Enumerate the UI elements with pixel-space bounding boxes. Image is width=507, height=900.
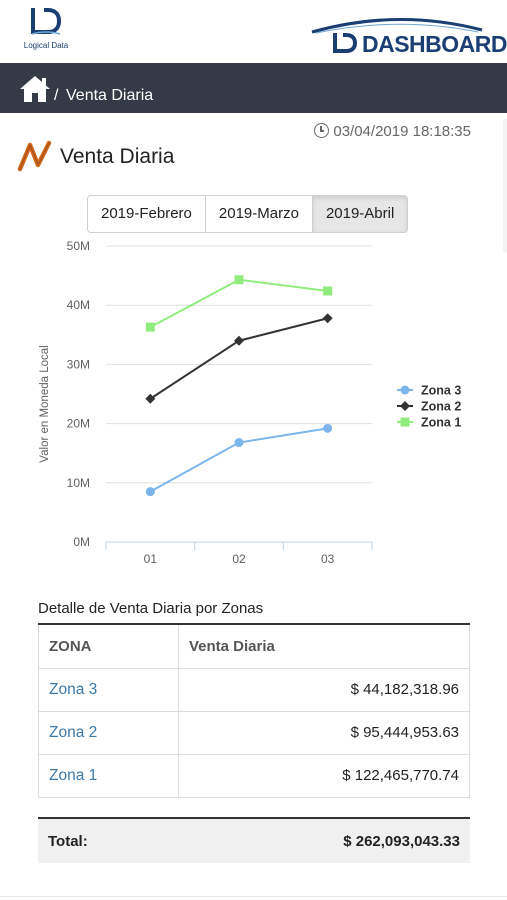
data-point [145,487,155,497]
month-tab[interactable]: 2019-Abril [312,196,408,232]
home-icon[interactable] [18,74,52,104]
data-point [145,393,156,404]
top-header: Logical Data DASHBOARD [0,0,507,63]
logo-arc-icon [311,18,483,34]
ld-small-logo-icon [333,33,358,53]
ld-logo-icon [31,8,62,35]
month-selector: 2019-Febrero 2019-Marzo 2019-Abril [87,195,409,233]
zone-sales-value: $ 122,465,770.74 [178,753,470,798]
y-tick-label: 20M [67,417,90,431]
page-title: Venta Diaria [60,145,175,168]
data-point [323,286,333,296]
data-point [234,438,244,448]
y-tick-label: 0M [73,535,90,549]
legend-item[interactable]: Zona 2 [421,400,461,414]
data-point [323,423,333,433]
column-header-venta[interactable]: Venta Diaria [178,623,470,669]
data-point [322,313,333,324]
timestamp-value: 03/04/2019 18:18:35 [333,123,471,140]
dashboard-wordmark: DASHBOARD [362,31,507,57]
legend-marker [400,385,410,395]
divider [0,896,507,897]
logo-company-name: Logical Data [23,41,69,50]
zone-sales-table: ZONA Venta Diaria Zona 3 $ 44,182,318.96… [38,623,470,798]
zone-sales-value: $ 44,182,318.96 [178,667,470,712]
month-tab[interactable]: 2019-Febrero [88,196,206,232]
y-axis-title: Valor en Moneda Local [39,345,51,462]
table-total-row: Total: $ 262,093,043.33 [38,817,470,863]
table-row: Zona 1 $ 122,465,770.74 [38,753,470,798]
trend-line-icon [17,140,52,172]
legend-item[interactable]: Zona 1 [421,416,461,430]
x-tick-label: 01 [144,552,158,566]
series-line [149,317,328,400]
total-label: Total: [48,833,88,850]
zone-link[interactable]: Zona 1 [38,753,179,798]
legend-marker [400,401,410,411]
month-tab[interactable]: 2019-Marzo [205,196,313,232]
data-point [145,322,155,332]
y-tick-label: 30M [67,357,90,371]
table-row: Zona 3 $ 44,182,318.96 [38,667,470,712]
x-tick-label: 03 [321,552,335,566]
table-row: Zona 2 $ 95,444,953.63 [38,710,470,755]
breadcrumb-current: Venta Diaria [66,87,154,104]
y-tick-label: 40M [67,298,90,312]
breadcrumb-separator: / [54,87,59,104]
table-header-row: ZONA Venta Diaria [38,623,470,669]
legend-marker [400,417,410,427]
column-header-zona[interactable]: ZONA [38,623,179,669]
data-point [234,275,244,285]
data-point [234,335,244,346]
last-updated: 03/04/2019 18:18:35 [314,123,471,140]
zone-link[interactable]: Zona 3 [38,667,179,712]
breadcrumb-bar: / Venta Diaria [0,63,507,113]
series-line [149,278,328,328]
zone-link[interactable]: Zona 2 [38,710,179,755]
scrollbar[interactable] [503,118,507,253]
logical-data-logo[interactable]: Logical Data [18,6,74,58]
dashboard-logo[interactable]: DASHBOARD [310,14,507,60]
clock-icon [314,123,330,138]
total-value: $ 262,093,043.33 [343,833,460,850]
zone-sales-value: $ 95,444,953.63 [178,710,470,755]
x-tick-label: 02 [232,552,246,566]
daily-sales-line-chart: 0M 10M 20M 30M 40M 50M 01 02 03 Valor en Moneda L… [39,239,461,566]
series-line [149,427,328,493]
table-title: Detalle de Venta Diaria por Zonas [38,600,264,617]
legend-item[interactable]: Zona 3 [421,384,461,398]
y-tick-label: 10M [67,476,90,490]
y-tick-label: 50M [67,239,90,253]
